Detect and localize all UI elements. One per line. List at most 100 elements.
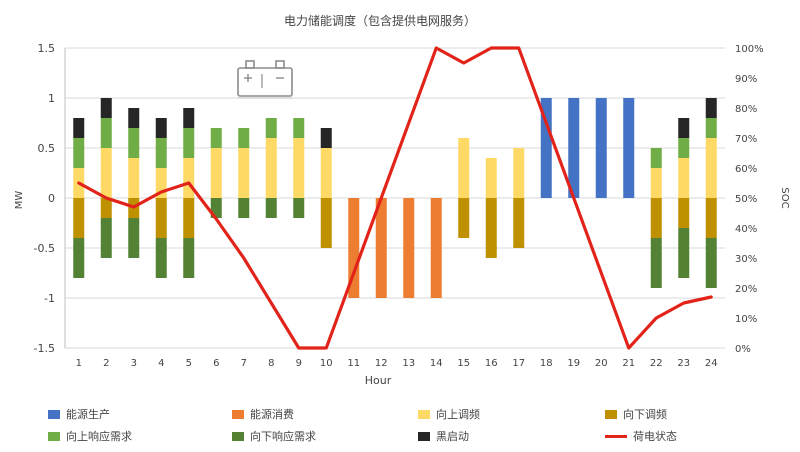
bar-segment bbox=[183, 238, 195, 278]
legend-label: 能源消费 bbox=[250, 408, 294, 421]
bar-segment bbox=[623, 98, 635, 198]
legend-label: 黑启动 bbox=[436, 430, 469, 443]
bar-segment bbox=[430, 198, 442, 298]
bar-segment bbox=[128, 218, 140, 258]
x-tick-label: 12 bbox=[375, 358, 388, 369]
legend-swatch bbox=[232, 409, 244, 419]
bar-segment bbox=[320, 128, 332, 148]
bar-segment bbox=[155, 168, 167, 198]
x-tick-label: 19 bbox=[567, 358, 580, 369]
battery-body bbox=[237, 67, 293, 97]
bar-segment bbox=[155, 238, 167, 278]
bar-segment bbox=[265, 118, 277, 138]
x-tick-label: 9 bbox=[296, 358, 302, 369]
legend-swatch bbox=[232, 431, 244, 441]
bar-segment bbox=[73, 118, 85, 138]
legend-label: 向下响应需求 bbox=[250, 430, 316, 443]
bar-segment bbox=[73, 138, 85, 168]
y2-axis-label: SOC bbox=[779, 187, 790, 208]
bar-segment bbox=[183, 108, 195, 128]
y2-tick-label: 90% bbox=[735, 74, 757, 85]
bar-segment bbox=[320, 148, 332, 198]
soc-line bbox=[77, 46, 713, 350]
legend-label: 向上调频 bbox=[436, 408, 480, 421]
legend-label: 向上响应需求 bbox=[66, 430, 132, 443]
bar-segment bbox=[678, 228, 690, 278]
y2-tick-label: 50% bbox=[735, 194, 757, 205]
bar-segment bbox=[238, 198, 250, 218]
x-tick-label: 6 bbox=[213, 358, 219, 369]
bar-segment bbox=[100, 148, 112, 198]
bar-segment bbox=[650, 198, 662, 238]
x-tick-label: 2 bbox=[103, 358, 109, 369]
bar-segment bbox=[348, 198, 360, 298]
bar-segment bbox=[73, 238, 85, 278]
y2-tick-label: 60% bbox=[735, 164, 757, 175]
chart-svg: 电力储能调度（包含提供电网服务） -1.5 -1 -0.5 0 0.5 1 1.5 0% 10%… bbox=[14, 13, 790, 387]
legend-label: 能源生产 bbox=[66, 408, 110, 421]
bar-segment bbox=[293, 118, 305, 138]
y2-tick-label: 0% bbox=[735, 344, 751, 355]
bar-segment bbox=[238, 128, 250, 148]
chart-legend: 能源生产 能源消费 向上调频 向下调频向上响应需求 向下响应需求 黑启动 荷电状态 bbox=[0, 400, 800, 450]
legend-item: 黑启动 bbox=[418, 428, 469, 444]
bar-segment bbox=[293, 138, 305, 198]
bar-segment bbox=[320, 198, 332, 248]
legend-label: 向下调频 bbox=[623, 408, 667, 421]
bar-segment bbox=[513, 148, 525, 198]
bar-segment bbox=[678, 138, 690, 158]
x-tick-label: 10 bbox=[320, 358, 333, 369]
bar-segment bbox=[100, 218, 112, 258]
x-tick-label: 17 bbox=[512, 358, 525, 369]
y-tick-label: 1 bbox=[48, 92, 55, 105]
bar-segment bbox=[155, 118, 167, 138]
x-tick-label: 23 bbox=[677, 358, 690, 369]
x-tick-label: 21 bbox=[622, 358, 635, 369]
legend-swatch bbox=[48, 431, 60, 441]
x-tick-label: 11 bbox=[347, 358, 360, 369]
y-axis-label: MW bbox=[14, 191, 25, 210]
x-tick-label: 3 bbox=[131, 358, 137, 369]
x-tick-label: 16 bbox=[485, 358, 498, 369]
bar-segment bbox=[650, 238, 662, 288]
legend-item: 能源生产 bbox=[48, 406, 110, 422]
bar-segment bbox=[595, 98, 607, 198]
x-tick-label: 14 bbox=[430, 358, 443, 369]
bar-segment bbox=[73, 198, 85, 238]
x-tick-label: 20 bbox=[595, 358, 608, 369]
y2-tick-label: 30% bbox=[735, 254, 757, 265]
bar-segment bbox=[265, 138, 277, 198]
bar-segment bbox=[265, 198, 277, 218]
y2-tick-label: 80% bbox=[735, 104, 757, 115]
y2-tick-label: 70% bbox=[735, 134, 757, 145]
bar-segment bbox=[705, 198, 717, 238]
x-tick-label: 24 bbox=[705, 358, 718, 369]
y2-tick-label: 40% bbox=[735, 224, 757, 235]
bar-segment bbox=[485, 198, 497, 258]
bar-segment bbox=[568, 98, 580, 198]
x-tick-label: 15 bbox=[457, 358, 470, 369]
legend-swatch bbox=[48, 409, 60, 419]
y-tick-label: 0 bbox=[48, 192, 55, 205]
x-axis-label: Hour bbox=[365, 374, 392, 387]
x-tick-label: 7 bbox=[241, 358, 247, 369]
bar-segment bbox=[183, 158, 195, 198]
y-tick-label: -1 bbox=[44, 292, 55, 305]
bar-segment bbox=[678, 198, 690, 228]
x-tick-label: 22 bbox=[650, 358, 663, 369]
bar-segment bbox=[705, 238, 717, 288]
bar-segment bbox=[650, 168, 662, 198]
y-tick-label: 0.5 bbox=[38, 142, 56, 155]
bar-segment bbox=[458, 138, 470, 198]
bar-segment bbox=[128, 158, 140, 198]
bar-segment bbox=[540, 98, 552, 198]
legend-label: 荷电状态 bbox=[633, 430, 677, 443]
legend-swatch bbox=[605, 434, 627, 438]
bar-segment bbox=[100, 118, 112, 148]
x-tick-label: 4 bbox=[158, 358, 164, 369]
bar-segment bbox=[155, 138, 167, 168]
battery-terminal bbox=[275, 60, 285, 69]
y-tick-label: -0.5 bbox=[34, 242, 55, 255]
bar-segment bbox=[100, 98, 112, 118]
bar-segment bbox=[183, 128, 195, 158]
